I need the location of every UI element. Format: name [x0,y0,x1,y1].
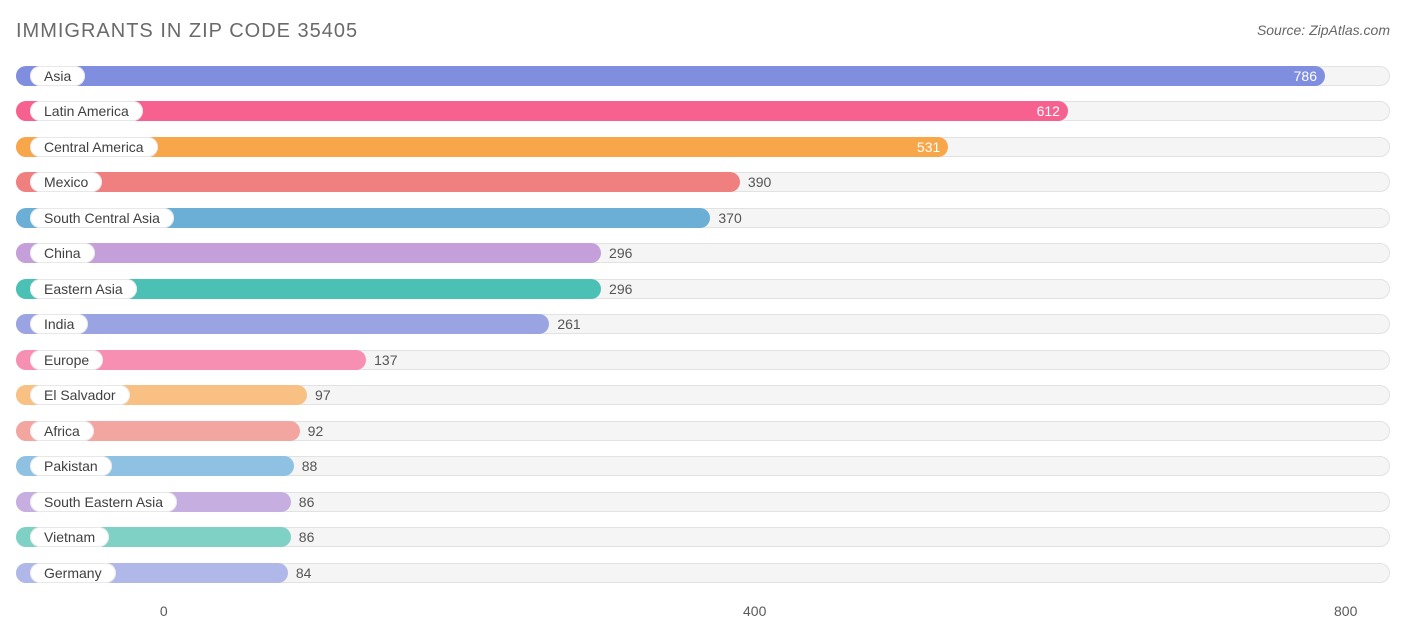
plot-area: Asia 786 Latin America 612 Central America 53… [16,58,1390,595]
bar-value-label: 92 [308,423,324,439]
x-axis-tick: 0 [160,603,168,619]
bar-row: Europe 137 [16,342,1390,378]
bar-row: Latin America 612 [16,94,1390,130]
bar-label-pill: China [30,243,95,263]
bar-row: Germany 84 [16,555,1390,591]
bar-row: South Central Asia 370 [16,200,1390,236]
bar-value-label: 531 [917,139,940,155]
bar-value-label: 612 [1037,103,1060,119]
bar-row: Asia 786 [16,58,1390,94]
bar-row: Mexico 390 [16,165,1390,201]
bar-value-label: 296 [609,245,632,261]
bar-label-pill: India [30,314,88,334]
chart-container: IMMIGRANTS IN ZIP CODE 35405 Source: Zip… [0,0,1406,643]
bar-row: Central America 531 [16,129,1390,165]
bar-value-label: 296 [609,281,632,297]
bar-row: El Salvador 97 [16,378,1390,414]
bar-fill [16,172,740,192]
source-attribution: Source: ZipAtlas.com [1257,22,1390,38]
bar-label-pill: Vietnam [30,527,109,547]
bar-value-label: 97 [315,387,331,403]
bar-label-pill: Asia [30,66,85,86]
bar-label-pill: El Salvador [30,385,130,405]
bar-row: South Eastern Asia 86 [16,484,1390,520]
bar-label-pill: South Central Asia [30,208,174,228]
bar-label-pill: Pakistan [30,456,112,476]
bar-row: Pakistan 88 [16,449,1390,485]
bar-value-label: 88 [302,458,318,474]
bar-label-pill: Eastern Asia [30,279,137,299]
bars-group: Asia 786 Latin America 612 Central America 53… [16,58,1390,591]
bar-label-pill: Africa [30,421,94,441]
bar-label-pill: Germany [30,563,116,583]
bar-label-pill: Europe [30,350,103,370]
bar-value-label: 86 [299,494,315,510]
bar-value-label: 390 [748,174,771,190]
bar-label-pill: South Eastern Asia [30,492,177,512]
bar-value-label: 261 [557,316,580,332]
bar-row: Africa 92 [16,413,1390,449]
bar-fill [16,243,601,263]
bar-label-pill: Latin America [30,101,143,121]
bar-value-label: 370 [718,210,741,226]
bar-row: India 261 [16,307,1390,343]
bar-label-pill: Mexico [30,172,102,192]
bar-row: China 296 [16,236,1390,272]
chart-title: IMMIGRANTS IN ZIP CODE 35405 [16,20,358,43]
x-axis-tick: 800 [1334,603,1357,619]
x-axis-tick: 400 [743,603,766,619]
bar-value-label: 137 [374,352,397,368]
x-axis: 0 400 800 [16,603,1390,623]
bar-fill [16,101,1068,121]
bar-label-pill: Central America [30,137,158,157]
bar-row: Eastern Asia 296 [16,271,1390,307]
bar-fill [16,66,1325,86]
bar-fill [16,314,549,334]
bar-value-label: 786 [1294,68,1317,84]
bar-value-label: 86 [299,529,315,545]
bar-value-label: 84 [296,565,312,581]
bar-row: Vietnam 86 [16,520,1390,556]
